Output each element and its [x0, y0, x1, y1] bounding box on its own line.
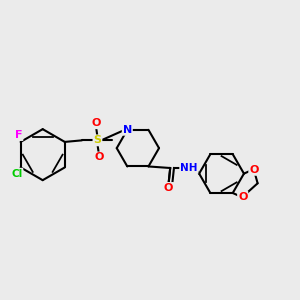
- Text: S: S: [93, 135, 101, 146]
- Text: NH: NH: [180, 163, 198, 173]
- Text: N: N: [123, 125, 132, 135]
- Text: O: O: [94, 152, 104, 163]
- Text: O: O: [249, 165, 259, 175]
- Text: O: O: [164, 183, 173, 193]
- Text: O: O: [238, 192, 247, 202]
- Text: F: F: [15, 130, 22, 140]
- Text: Cl: Cl: [11, 169, 22, 178]
- Text: O: O: [91, 118, 101, 128]
